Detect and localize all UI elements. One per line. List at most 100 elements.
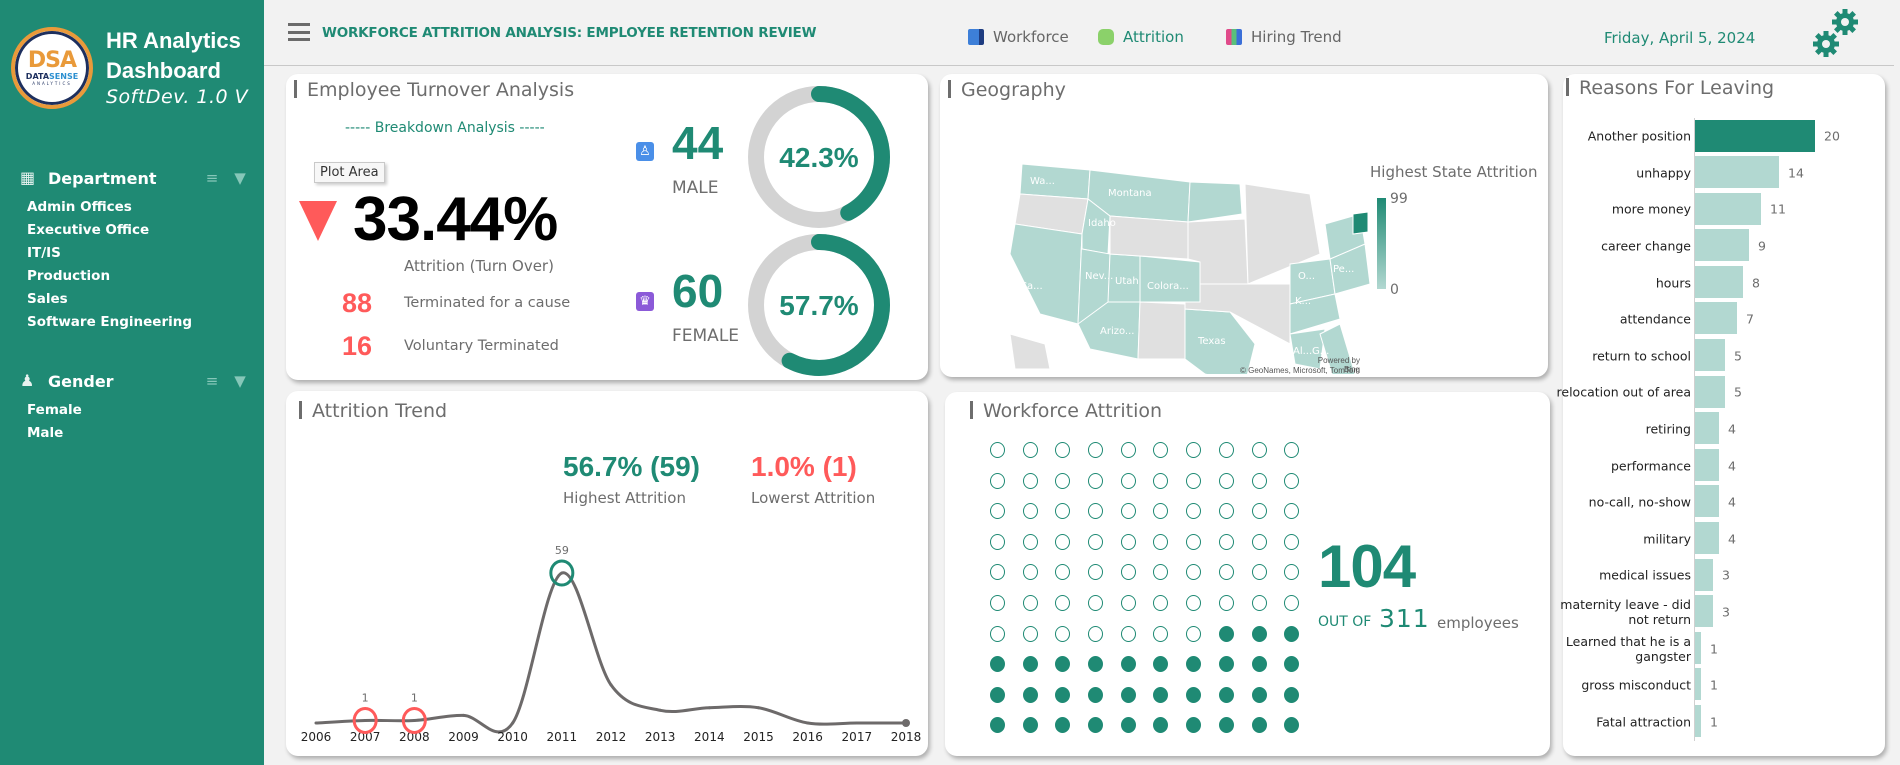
state-alabama-georgia[interactable] — [1289, 328, 1326, 370]
reason-bar[interactable] — [1695, 558, 1713, 591]
slicer-item[interactable]: Sales — [27, 291, 68, 307]
reason-bar[interactable] — [1695, 339, 1725, 372]
state-new-mexico[interactable] — [1137, 301, 1186, 360]
data-point[interactable] — [560, 571, 564, 575]
reason-row[interactable]: Another position 20 — [1563, 118, 1883, 155]
reason-row[interactable]: no-call, no-show 4 — [1563, 484, 1883, 521]
legend-gradient — [1377, 198, 1386, 289]
settings-gear-icon[interactable] — [1812, 8, 1862, 60]
nav-workforce[interactable]: Workforce — [968, 28, 1069, 46]
attrition-percent: 33.44% — [353, 185, 558, 254]
reason-bar[interactable] — [1695, 192, 1761, 225]
state-california[interactable] — [1009, 223, 1083, 325]
waffle-dot-filled — [1284, 625, 1300, 642]
state-alaska[interactable] — [1009, 333, 1051, 370]
waffle-dot-empty — [1186, 503, 1202, 520]
reason-row[interactable]: unhappy 14 — [1563, 155, 1883, 192]
male-pct: 42.3% — [779, 142, 858, 173]
reason-row[interactable]: maternity leave - did not return 3 — [1560, 594, 1883, 631]
clear-filter-icon[interactable]: ▼ — [234, 169, 246, 187]
data-point[interactable] — [314, 721, 318, 725]
reason-bar[interactable] — [1695, 448, 1719, 481]
nav-attrition[interactable]: Attrition — [1098, 28, 1184, 46]
waffle-dot-empty — [1120, 472, 1136, 489]
waffle-dot-filled — [1251, 625, 1267, 642]
slicer-item[interactable]: Admin Offices — [27, 199, 132, 215]
slicer-item[interactable]: Software Engineering — [27, 314, 193, 330]
data-point[interactable] — [609, 683, 613, 687]
state-tennessee[interactable] — [1289, 293, 1341, 335]
x-tick-label: 2006 — [301, 730, 332, 744]
waffle-dot-empty — [1218, 472, 1234, 489]
state-massachusetts[interactable] — [1352, 211, 1369, 235]
data-point[interactable] — [707, 706, 711, 710]
data-point[interactable] — [412, 718, 416, 722]
reason-row[interactable]: relocation out of area 5 — [1557, 374, 1883, 411]
data-point[interactable] — [757, 706, 760, 710]
card-title: Attrition Trend — [299, 400, 447, 422]
reason-row[interactable]: more money 11 — [1563, 191, 1883, 228]
slicer-item[interactable]: Production — [27, 268, 111, 284]
data-point[interactable] — [806, 721, 810, 725]
menu-icon[interactable] — [288, 23, 310, 41]
multi-select-icon[interactable]: ≡ — [205, 372, 219, 390]
waffle-dot-filled — [1218, 656, 1234, 673]
reason-row[interactable]: performance 4 — [1563, 447, 1883, 484]
reason-bar[interactable] — [1695, 119, 1815, 152]
reason-row[interactable]: Fatal attraction 1 — [1563, 704, 1883, 741]
waffle-dot-empty — [1088, 564, 1104, 581]
multi-select-icon[interactable]: ≡ — [205, 169, 219, 187]
data-point[interactable] — [511, 721, 515, 725]
reason-row[interactable]: hours 8 — [1563, 264, 1883, 301]
state-north-dakota[interactable] — [1187, 181, 1243, 223]
slicer-gender: ♟ Gender ≡ ▼ Female Male — [20, 369, 250, 445]
reason-row[interactable]: Learned that he is a gangster 1 — [1563, 630, 1883, 667]
reason-label: unhappy — [1636, 165, 1691, 181]
reason-row[interactable]: medical issues 3 — [1563, 557, 1883, 594]
reason-row[interactable]: retiring 4 — [1563, 411, 1883, 448]
state-florida[interactable] — [1319, 323, 1356, 374]
slicer-item[interactable]: Male — [27, 425, 64, 441]
slicer-item[interactable]: Executive Office — [27, 222, 150, 238]
data-point[interactable] — [363, 718, 367, 722]
reason-bar[interactable] — [1695, 668, 1701, 701]
state-midwest[interactable] — [1244, 183, 1321, 285]
reason-bar[interactable] — [1695, 485, 1719, 518]
waffle-dot-empty — [1186, 594, 1202, 611]
reason-row[interactable]: career change 9 — [1563, 228, 1883, 265]
reason-bar[interactable] — [1695, 265, 1743, 298]
reason-bar[interactable] — [1695, 522, 1719, 555]
reason-value: 4 — [1728, 421, 1736, 437]
office-building-icon — [968, 29, 984, 45]
waffle-dot-empty — [1284, 564, 1300, 581]
reason-row[interactable]: military 4 — [1563, 521, 1883, 558]
reason-bar[interactable] — [1695, 595, 1713, 628]
reason-bar[interactable] — [1695, 229, 1749, 262]
reason-row[interactable]: attendance 7 — [1563, 301, 1883, 338]
reason-bar[interactable] — [1695, 631, 1701, 664]
reason-bar[interactable] — [1695, 156, 1779, 189]
data-point[interactable] — [462, 713, 465, 717]
us-map[interactable]: Wa... Montana Idaho Nev... Utah Colora..… — [990, 144, 1370, 374]
waffle-dot-filled — [1218, 717, 1234, 734]
reason-row[interactable]: gross misconduct 1 — [1563, 667, 1883, 704]
nav-hiring-trend[interactable]: Hiring Trend — [1226, 28, 1342, 46]
state-wyoming[interactable] — [1109, 215, 1189, 260]
reason-bar[interactable] — [1695, 412, 1719, 445]
waffle-dot-empty — [1251, 594, 1267, 611]
reason-bar[interactable] — [1695, 705, 1701, 737]
reason-bar[interactable] — [1695, 375, 1725, 408]
waffle-dot-empty — [1153, 594, 1169, 611]
waffle-dot-filled — [1055, 717, 1071, 734]
data-point[interactable] — [855, 721, 859, 725]
slicer-item[interactable]: IT/IS — [27, 245, 61, 261]
data-point[interactable] — [658, 708, 662, 712]
slicer-item[interactable]: Female — [27, 402, 82, 418]
reason-bar[interactable] — [1695, 302, 1737, 335]
state-arizona[interactable] — [1077, 301, 1141, 360]
waffle-dot-empty — [990, 472, 1005, 489]
state-colorado[interactable] — [1139, 255, 1201, 303]
clear-filter-icon[interactable]: ▼ — [234, 372, 246, 390]
reason-row[interactable]: return to school 5 — [1563, 338, 1883, 375]
max-highlight-ring — [549, 559, 575, 587]
